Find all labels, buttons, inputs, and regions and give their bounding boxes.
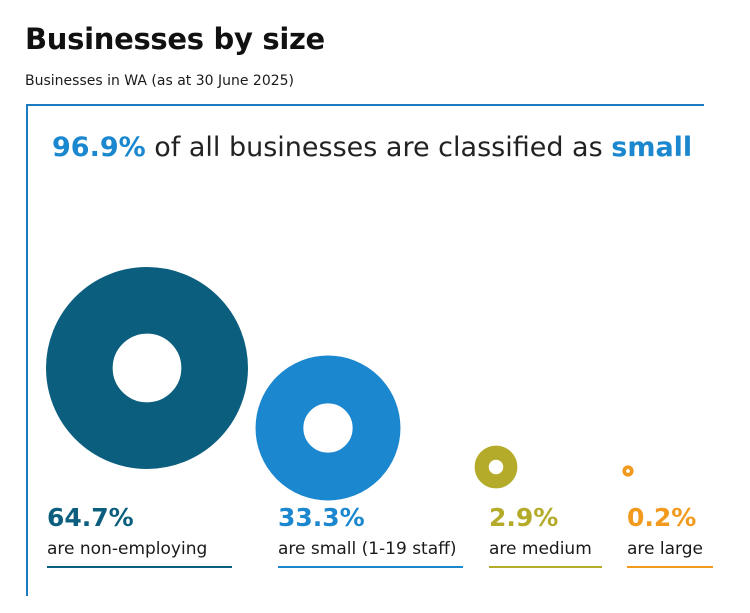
- stat-value-non-employing: 64.7%: [47, 503, 134, 532]
- rule-non-employing: [47, 566, 232, 568]
- rule-medium: [489, 566, 602, 568]
- stat-label-medium: are medium: [489, 539, 592, 559]
- rule-large: [627, 566, 713, 568]
- frame-top-border: [26, 104, 704, 106]
- headline: 96.9% of all businesses are classified a…: [52, 132, 692, 163]
- stat-label-small: are small (1-19 staff): [278, 539, 457, 559]
- stat-value-medium: 2.9%: [489, 503, 559, 532]
- headline-value: 96.9%: [52, 132, 146, 163]
- ring-large: [622, 465, 634, 477]
- ring-non-employing: [46, 267, 248, 470]
- stat-label-large: are large: [627, 539, 703, 559]
- stat-value-large: 0.2%: [627, 503, 697, 532]
- ring-small: [255, 355, 401, 501]
- ring-medium: [474, 445, 518, 489]
- headline-emphasis: small: [611, 132, 693, 163]
- headline-text: of all businesses are classified as: [145, 132, 612, 163]
- page-title: Businesses by size: [25, 22, 325, 56]
- rule-small: [278, 566, 463, 568]
- stat-label-non-employing: are non-employing: [47, 539, 208, 559]
- stat-value-small: 33.3%: [278, 503, 365, 532]
- frame-left-border: [26, 104, 28, 596]
- page-subtitle: Businesses in WA (as at 30 June 2025): [25, 73, 295, 89]
